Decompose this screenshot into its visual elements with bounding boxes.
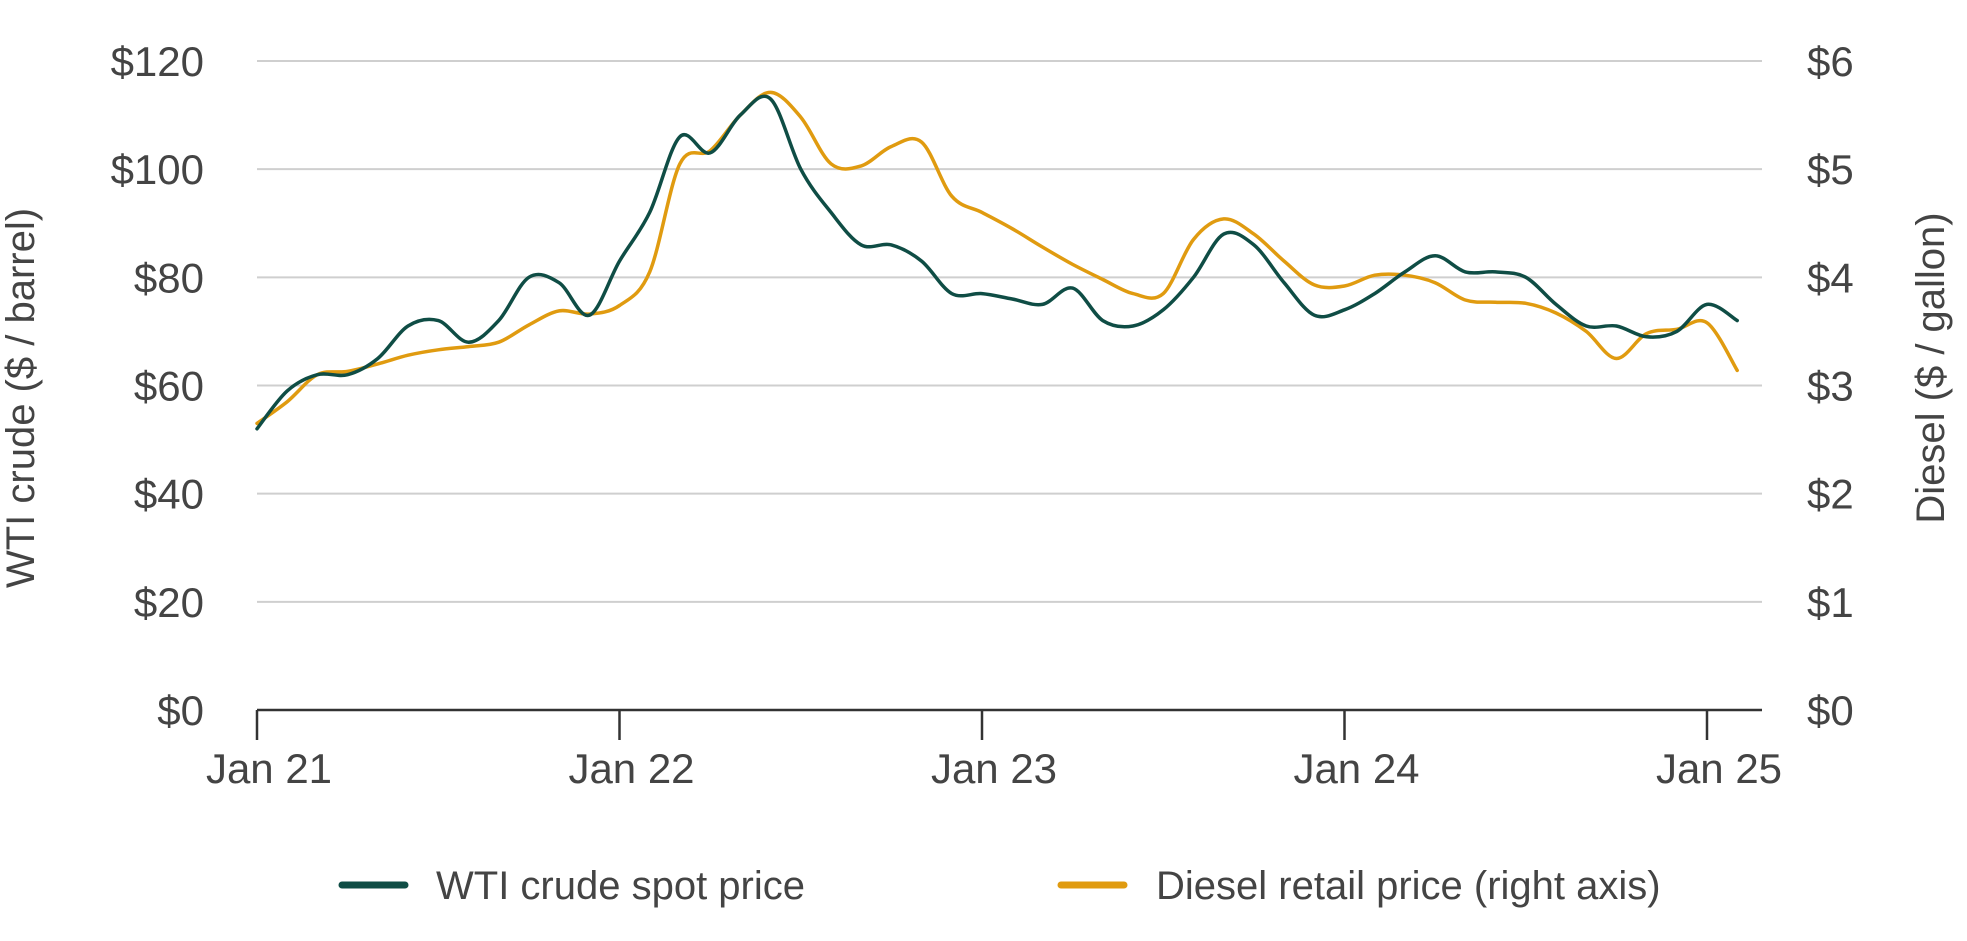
x-axis-ticks: Jan 21 Jan 22 Jan 23 Jan 24 Jan 25 xyxy=(206,710,1782,792)
y-tick-label-right: $1 xyxy=(1807,579,1854,626)
y-tick-label-right: $0 xyxy=(1807,687,1854,734)
y-tick-label-right: $3 xyxy=(1807,363,1854,410)
y-tick-label-right: $6 xyxy=(1807,38,1854,85)
legend-item: WTI crude spot price xyxy=(338,864,805,908)
y-tick-label-right: $5 xyxy=(1807,146,1854,193)
y-tick-label-left: $60 xyxy=(134,363,204,410)
x-tick-label: Jan 23 xyxy=(931,745,1057,792)
y-tick-label-right: $4 xyxy=(1807,254,1854,301)
legend: WTI crude spot price Diesel retail price … xyxy=(338,864,1661,908)
y-tick-label-left: $120 xyxy=(111,38,204,85)
x-tick-label: Jan 24 xyxy=(1293,745,1419,792)
wti-crude-line xyxy=(255,94,1739,431)
diesel-price-line xyxy=(255,90,1739,426)
legend-label: Diesel retail price (right axis) xyxy=(1156,864,1661,908)
y-axis-right-ticks: $0 $1 $2 $3 $4 $5 $6 xyxy=(1807,38,1854,734)
x-tick-label: Jan 25 xyxy=(1656,745,1782,792)
y-tick-label-left: $80 xyxy=(134,254,204,301)
y-axis-right-title: Diesel ($ / gallon) xyxy=(1909,212,1953,523)
legend-label: WTI crude spot price xyxy=(436,864,805,908)
y-axis-left-ticks: $0 $20 $40 $60 $80 $100 $120 xyxy=(111,38,204,734)
x-tick-label: Jan 22 xyxy=(568,745,694,792)
gridlines xyxy=(257,60,1762,603)
y-axis-left-title: WTI crude ($ / barrel) xyxy=(0,208,43,588)
x-tick-label: Jan 21 xyxy=(206,745,332,792)
legend-item: Diesel retail price (right axis) xyxy=(1057,864,1661,908)
y-tick-label-left: $0 xyxy=(157,687,204,734)
y-tick-label-left: $20 xyxy=(134,579,204,626)
y-tick-label-left: $100 xyxy=(111,146,204,193)
y-tick-label-left: $40 xyxy=(134,471,204,518)
y-tick-label-right: $2 xyxy=(1807,471,1854,518)
plot-area xyxy=(255,90,1739,431)
